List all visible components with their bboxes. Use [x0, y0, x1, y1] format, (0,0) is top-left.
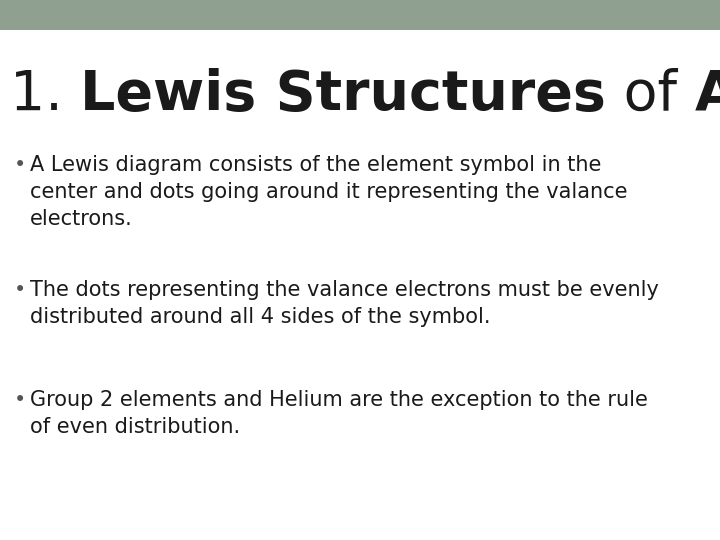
Text: 1.: 1. [10, 68, 81, 122]
Text: A Lewis diagram consists of the element symbol in the
center and dots going arou: A Lewis diagram consists of the element … [30, 155, 628, 230]
Text: of: of [606, 68, 695, 122]
Text: Atoms: Atoms [695, 68, 720, 122]
Text: •: • [14, 280, 26, 300]
Text: The dots representing the valance electrons must be evenly
distributed around al: The dots representing the valance electr… [30, 280, 659, 327]
Text: •: • [14, 390, 26, 410]
Bar [0, 0, 720, 30]
Text: Group 2 elements and Helium are the exception to the rule
of even distribution.: Group 2 elements and Helium are the exce… [30, 390, 648, 437]
Text: •: • [14, 155, 26, 175]
Text: Lewis Structures: Lewis Structures [81, 68, 606, 122]
